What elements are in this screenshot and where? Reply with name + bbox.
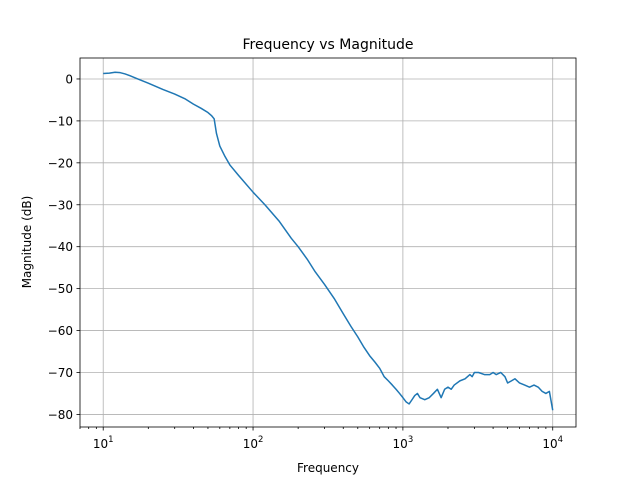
y-tick-label: 0 — [65, 72, 73, 86]
y-tick-label: −60 — [48, 324, 73, 338]
x-axis-label: Frequency — [297, 461, 359, 475]
x-tick-label: 102 — [243, 435, 264, 451]
y-tick-label: −70 — [48, 366, 73, 380]
plot-frame — [79, 57, 577, 428]
x-tick-label: 103 — [393, 435, 414, 451]
y-tick-label: −80 — [48, 408, 73, 422]
x-tick-label: 104 — [542, 435, 563, 451]
y-tick-label: −50 — [48, 282, 73, 296]
series-line-magnitude — [103, 71, 554, 411]
y-axis-label: Magnitude (dB) — [20, 196, 34, 289]
y-tick-label: −30 — [48, 198, 73, 212]
y-tick-label: −20 — [48, 156, 73, 170]
x-tick-label: 101 — [93, 435, 114, 451]
ticks: 101 102 103 104 0 −10 −20 −30 −40 −50 −60 −70 −80 — [48, 72, 563, 451]
chart-title: Frequency vs Magnitude — [243, 37, 414, 53]
grid-lines — [80, 58, 576, 427]
data-layer — [103, 71, 554, 411]
y-tick-label: −40 — [48, 240, 73, 254]
y-tick-label: −10 — [48, 114, 73, 128]
